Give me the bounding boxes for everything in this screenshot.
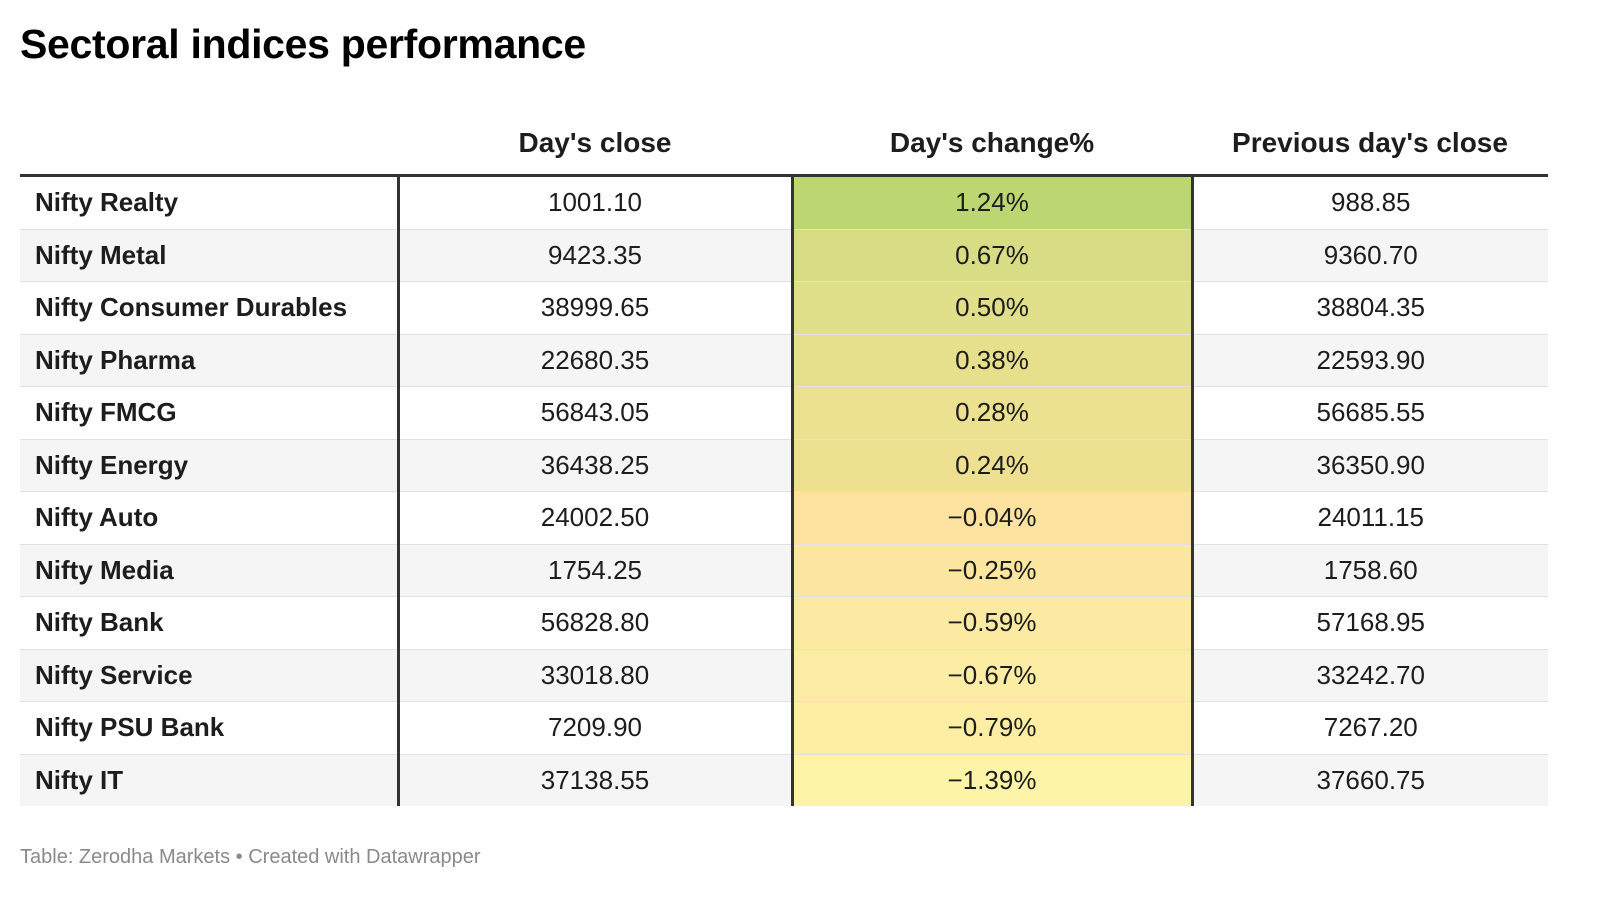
sector-name-cell: Nifty FMCG — [20, 386, 400, 440]
days-change-cell: 0.28% — [792, 386, 1194, 440]
days-close-cell: 1001.10 — [398, 175, 794, 230]
source-footer: Table: Zerodha Markets • Created with Da… — [20, 846, 481, 868]
days-change-cell: 0.67% — [792, 229, 1194, 282]
header-days-close: Day's close — [398, 112, 792, 177]
table-row: Nifty Energy 36438.25 0.24% 36350.90 — [20, 439, 1548, 492]
days-change-cell: −0.59% — [792, 596, 1194, 650]
days-close-cell: 22680.35 — [398, 334, 794, 387]
table-row: Nifty PSU Bank 7209.90 −0.79% 7267.20 — [20, 701, 1548, 755]
sector-performance-table: Day's close Day's change% Previous day's… — [20, 112, 1548, 806]
header-name — [20, 112, 398, 177]
days-change-cell: −0.25% — [792, 544, 1194, 597]
previous-close-cell: 24011.15 — [1192, 491, 1548, 545]
sector-name-cell: Nifty Metal — [20, 229, 400, 282]
previous-close-cell: 57168.95 — [1192, 596, 1548, 650]
data-table-container: Day's close Day's change% Previous day's… — [20, 112, 1548, 806]
previous-close-cell: 988.85 — [1192, 175, 1548, 230]
sector-name-cell: Nifty Service — [20, 649, 400, 702]
days-change-cell: −0.04% — [792, 491, 1194, 545]
days-close-cell: 1754.25 — [398, 544, 794, 597]
sector-name-cell: Nifty Consumer Durables — [20, 281, 400, 335]
table-row: Nifty Realty 1001.10 1.24% 988.85 — [20, 175, 1548, 230]
table-body: Nifty Realty 1001.10 1.24% 988.85 Nifty Meta… — [20, 175, 1548, 806]
header-days-change: Day's change% — [792, 112, 1192, 177]
days-close-cell: 38999.65 — [398, 281, 794, 335]
days-close-cell: 56828.80 — [398, 596, 794, 650]
days-change-cell: 1.24% — [792, 175, 1194, 230]
days-close-cell: 56843.05 — [398, 386, 794, 440]
days-close-cell: 24002.50 — [398, 491, 794, 545]
previous-close-cell: 9360.70 — [1192, 229, 1548, 282]
previous-close-cell: 1758.60 — [1192, 544, 1548, 597]
days-change-cell: −0.67% — [792, 649, 1194, 702]
days-close-cell: 7209.90 — [398, 701, 794, 755]
sector-name-cell: Nifty PSU Bank — [20, 701, 400, 755]
table-row: Nifty Service 33018.80 −0.67% 33242.70 — [20, 649, 1548, 702]
sector-name-cell: Nifty Bank — [20, 596, 400, 650]
table-row: Nifty Bank 56828.80 −0.59% 57168.95 — [20, 596, 1548, 650]
sector-name-cell: Nifty Realty — [20, 175, 400, 230]
days-change-cell: 0.50% — [792, 281, 1194, 335]
table-row: Nifty Consumer Durables 38999.65 0.50% 3880… — [20, 281, 1548, 335]
header-previous-close: Previous day's close — [1192, 112, 1548, 177]
days-close-cell: 37138.55 — [398, 754, 794, 806]
sector-name-cell: Nifty Auto — [20, 491, 400, 545]
table-row: Nifty Metal 9423.35 0.67% 9360.70 — [20, 229, 1548, 282]
days-change-cell: 0.24% — [792, 439, 1194, 492]
table-row: Nifty FMCG 56843.05 0.28% 56685.55 — [20, 386, 1548, 440]
sector-name-cell: Nifty Energy — [20, 439, 400, 492]
previous-close-cell: 38804.35 — [1192, 281, 1548, 335]
sector-name-cell: Nifty Media — [20, 544, 400, 597]
previous-close-cell: 37660.75 — [1192, 754, 1548, 806]
days-close-cell: 9423.35 — [398, 229, 794, 282]
sector-name-cell: Nifty Pharma — [20, 334, 400, 387]
header-row: Day's close Day's change% Previous day's… — [20, 112, 1548, 177]
previous-close-cell: 36350.90 — [1192, 439, 1548, 492]
chart-title: Sectoral indices performance — [20, 21, 586, 67]
days-close-cell: 36438.25 — [398, 439, 794, 492]
table-row: Nifty IT 37138.55 −1.39% 37660.75 — [20, 754, 1548, 806]
previous-close-cell: 22593.90 — [1192, 334, 1548, 387]
table-row: Nifty Pharma 22680.35 0.38% 22593.90 — [20, 334, 1548, 387]
days-change-cell: −0.79% — [792, 701, 1194, 755]
days-close-cell: 33018.80 — [398, 649, 794, 702]
table-row: Nifty Auto 24002.50 −0.04% 24011.15 — [20, 491, 1548, 545]
table-row: Nifty Media 1754.25 −0.25% 1758.60 — [20, 544, 1548, 597]
days-change-cell: 0.38% — [792, 334, 1194, 387]
previous-close-cell: 33242.70 — [1192, 649, 1548, 702]
previous-close-cell: 7267.20 — [1192, 701, 1548, 755]
days-change-cell: −1.39% — [792, 754, 1194, 806]
previous-close-cell: 56685.55 — [1192, 386, 1548, 440]
sector-name-cell: Nifty IT — [20, 754, 400, 806]
